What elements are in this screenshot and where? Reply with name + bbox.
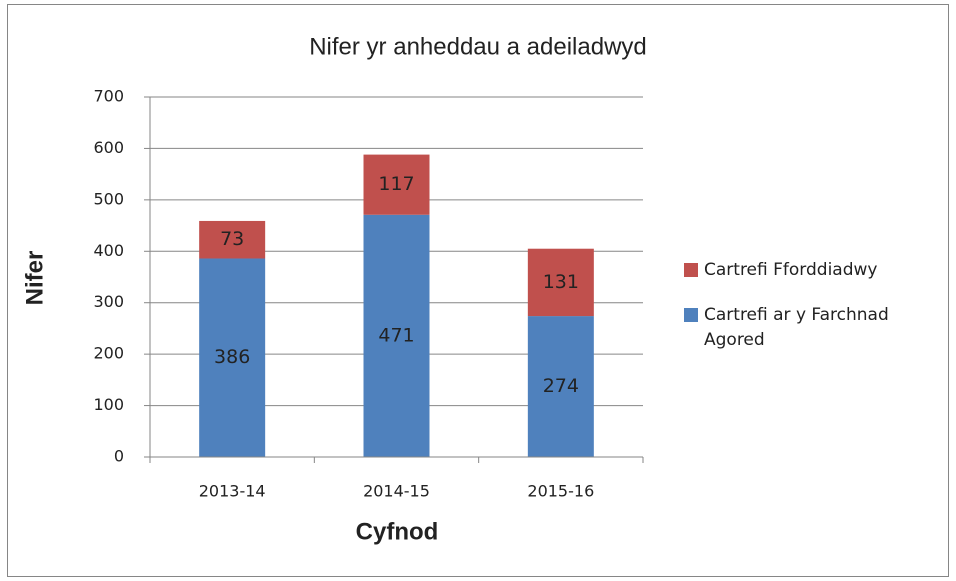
chart-border <box>7 4 949 577</box>
x-tick-label: 2013-14 <box>199 482 266 501</box>
y-tick-label: 100 <box>93 395 124 414</box>
data-label: 386 <box>214 346 250 368</box>
y-tick-label: 0 <box>114 447 124 466</box>
legend-swatch <box>684 308 698 322</box>
y-tick-label: 400 <box>93 241 124 260</box>
x-tick-label: 2015-16 <box>527 482 594 501</box>
bar-segment <box>199 220 266 259</box>
y-tick-label: 200 <box>93 344 124 363</box>
y-tick-label: 500 <box>93 189 124 208</box>
y-tick-label: 700 <box>93 87 124 106</box>
y-tick-label: 300 <box>93 292 124 311</box>
legend-item: Cartrefi ar y Farchnad Agored <box>684 303 954 353</box>
x-axis-label: Cyfnod <box>356 518 439 545</box>
x-tick-label: 2014-15 <box>363 482 430 501</box>
data-label: 131 <box>543 271 579 293</box>
bar-segment <box>527 248 594 317</box>
data-label: 117 <box>378 173 414 195</box>
legend-label: Cartrefi Fforddiadwy <box>704 260 878 280</box>
data-label: 73 <box>220 228 244 250</box>
bar-segment <box>363 154 430 215</box>
bar-segment <box>199 258 266 457</box>
legend-label: Cartrefi ar y Farchnad Agored <box>704 305 889 350</box>
data-label: 471 <box>378 324 414 346</box>
legend: Cartrefi Fforddiadwy Cartrefi ar y Farchn… <box>684 258 954 373</box>
y-axis-label: Nifer <box>21 251 48 306</box>
y-tick-label: 600 <box>93 138 124 157</box>
legend-item: Cartrefi Fforddiadwy <box>684 258 954 283</box>
data-label: 274 <box>543 375 579 397</box>
legend-swatch <box>684 263 698 277</box>
bar-segment <box>527 316 594 457</box>
chart-title: Nifer yr anheddau a adeiladwyd <box>309 33 647 60</box>
bar-segment <box>363 214 430 457</box>
